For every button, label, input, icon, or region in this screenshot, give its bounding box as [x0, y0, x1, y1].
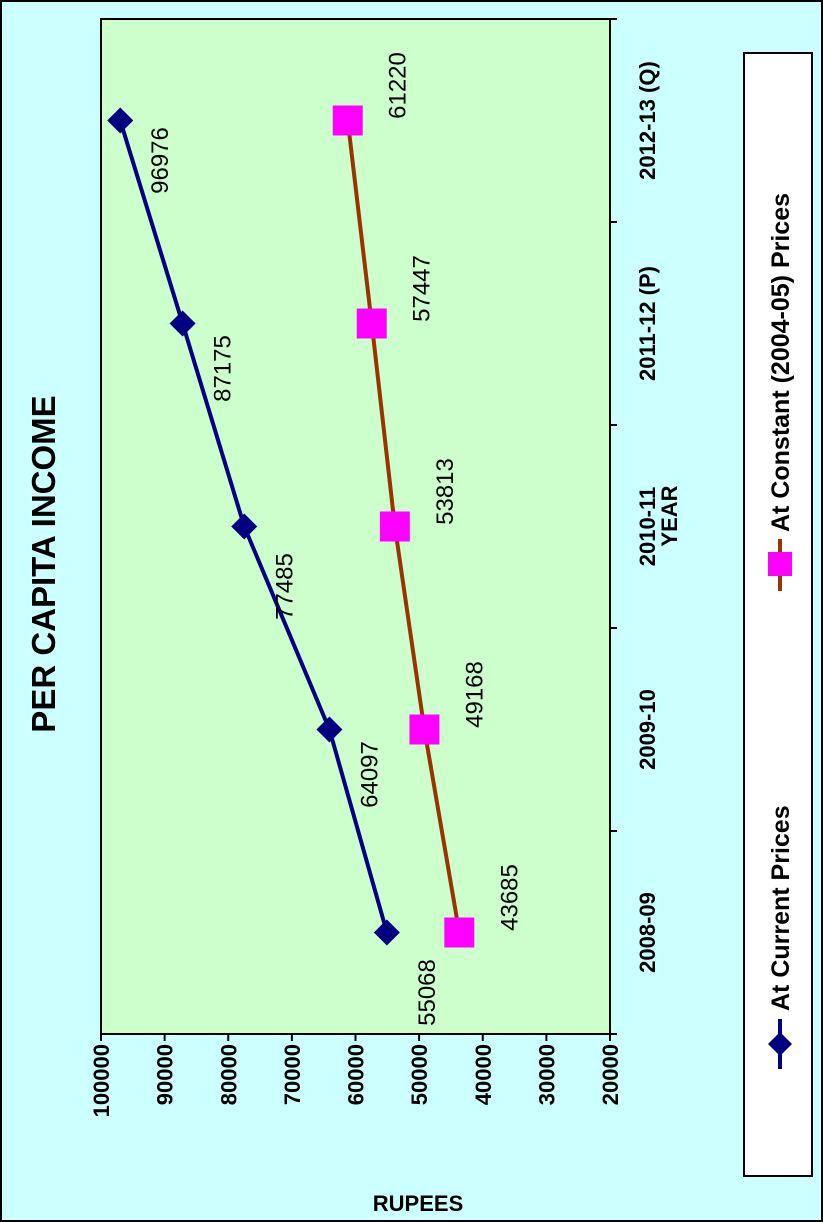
y-tick-label: 50000 [407, 1044, 432, 1105]
data-point-square [409, 714, 440, 745]
data-point-square [332, 105, 363, 136]
legend-constant-label: At Constant (2004-05) Prices [767, 193, 795, 532]
x-tick-label: 2008-09 [635, 892, 660, 973]
y-tick-label: 40000 [471, 1044, 496, 1105]
data-label: 55068 [414, 959, 441, 1026]
data-point-diamond [231, 513, 258, 540]
y-tick-label: 20000 [598, 1044, 623, 1105]
data-label: 43685 [496, 864, 523, 931]
y-tick-label: 100000 [89, 1044, 114, 1117]
data-point-diamond [373, 919, 400, 946]
x-tick-label: 2012-13 (Q) [635, 61, 660, 180]
data-point-diamond [169, 310, 196, 337]
y-axis-title: RUPEES [373, 1191, 463, 1216]
y-tick-label: 90000 [153, 1044, 178, 1105]
axes: 20000 30000 40000 50000 60000 70000 80000 90000… [89, 18, 660, 1117]
legend-box [743, 52, 813, 1177]
data-label: 61220 [385, 52, 412, 119]
data-label: 49168 [461, 661, 488, 728]
y-tick-label: 80000 [216, 1044, 241, 1105]
legend: At Current Prices At Constant (2004-05) … [743, 52, 813, 1177]
y-tick-label: 60000 [344, 1044, 369, 1105]
series-layer: 55068 64097 77485 87175 96976 43685 49168 53813… [107, 52, 523, 1026]
x-axis-title: YEAR [657, 485, 682, 546]
legend-current-diamond-marker [768, 1032, 792, 1056]
data-point-square [444, 917, 475, 948]
y-tick-label: 30000 [534, 1044, 559, 1105]
data-label: 53813 [432, 458, 459, 525]
data-point-square [356, 308, 387, 339]
data-label: 87175 [210, 335, 237, 402]
x-tick-label: 2009-10 [635, 689, 660, 770]
data-point-square [379, 511, 410, 542]
data-label: 57447 [409, 255, 436, 322]
data-label: 64097 [356, 741, 383, 808]
x-tick-label: 2010-11 [635, 487, 660, 567]
chart-title: PER CAPITA INCOME [25, 395, 62, 732]
data-label: 77485 [271, 553, 298, 620]
legend-constant-square-marker [768, 552, 792, 576]
y-tick-label: 70000 [280, 1044, 305, 1105]
legend-current-label: At Current Prices [767, 805, 795, 1011]
x-tick-label: 2011-12 (P) [635, 266, 660, 381]
data-label: 96976 [147, 127, 174, 194]
data-point-diamond [316, 716, 343, 743]
data-point-diamond [107, 107, 134, 134]
